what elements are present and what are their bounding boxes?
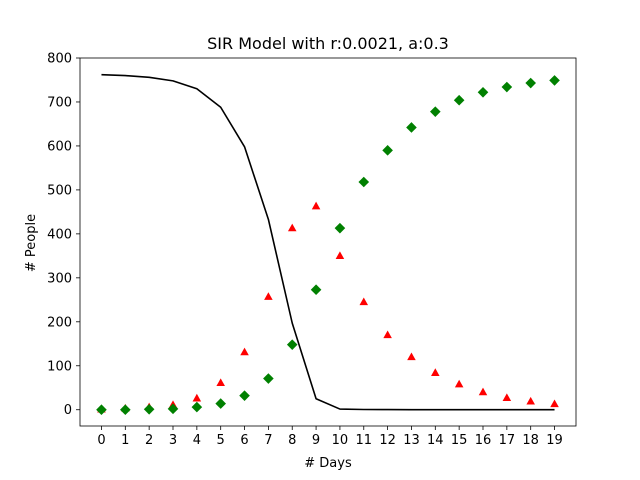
x-tick-label: 3 — [169, 433, 177, 448]
x-tick-label: 11 — [355, 433, 372, 448]
x-tick-label: 15 — [451, 433, 468, 448]
y-tick-label: 700 — [47, 95, 72, 110]
recovered-point — [430, 106, 441, 117]
y-tick-label: 300 — [47, 271, 72, 286]
recovered-point — [263, 373, 274, 384]
infected-point — [526, 396, 535, 405]
x-tick-label: 14 — [427, 433, 444, 448]
recovered-point — [406, 122, 417, 133]
y-tick-label: 600 — [47, 139, 72, 154]
x-tick-label: 7 — [264, 433, 272, 448]
infected-point — [478, 387, 488, 396]
recovered-point — [477, 86, 489, 98]
plot-frame — [79, 57, 577, 427]
infected-point — [431, 368, 440, 376]
y-axis-label: # People — [24, 214, 39, 272]
x-tick-label: 13 — [403, 433, 420, 448]
x-tick-label: 17 — [499, 433, 516, 448]
infected-point — [454, 379, 464, 388]
infected-point — [407, 352, 416, 361]
infected-point — [311, 201, 321, 210]
recovered-point — [96, 404, 107, 416]
y-tick-label: 200 — [47, 315, 72, 330]
x-tick-label: 6 — [240, 433, 248, 448]
y-tick-label: 100 — [47, 359, 72, 374]
recovered-point — [191, 401, 203, 413]
recovered-point — [167, 403, 179, 415]
recovered-point — [286, 339, 298, 350]
recovered-point — [453, 94, 465, 106]
x-tick-label: 9 — [312, 433, 320, 448]
plot-area: 0 1 2 3 4 5 6 7 8 9 10 11 12 13 14 15 16 17 18 190100200300… — [47, 52, 577, 448]
x-tick-label: 19 — [546, 433, 563, 448]
y-tick-label: 800 — [47, 52, 72, 67]
y-tick-label: 0 — [64, 403, 72, 418]
x-tick-label: 1 — [121, 433, 129, 448]
x-tick-label: 2 — [145, 433, 153, 448]
infected-point — [287, 223, 297, 232]
x-tick-label: 4 — [193, 433, 201, 448]
x-tick-label: 8 — [288, 433, 296, 448]
series-line-susceptible — [101, 73, 555, 411]
infected-point — [335, 251, 345, 259]
y-tick-label: 500 — [47, 183, 72, 198]
x-tick-label: 5 — [217, 433, 225, 448]
x-tick-label: 0 — [97, 433, 105, 448]
recovered-point — [310, 284, 322, 295]
recovered-point — [334, 222, 346, 234]
infected-point — [359, 297, 369, 306]
infected-point — [550, 399, 559, 408]
infected-point — [383, 330, 392, 339]
recovered-point — [382, 145, 393, 156]
infected-point — [240, 347, 249, 356]
recovered-point — [501, 81, 513, 93]
recovered-point — [239, 390, 250, 401]
recovered-point — [143, 403, 155, 415]
recovered-point — [358, 176, 370, 188]
recovered-point — [120, 404, 131, 416]
x-tick-label: 18 — [522, 433, 539, 448]
recovered-point — [549, 75, 560, 86]
y-tick-label: 400 — [47, 227, 72, 242]
infected-point — [216, 378, 225, 387]
x-axis-label: # Days — [304, 456, 352, 471]
x-tick-label: 12 — [379, 433, 396, 448]
x-tick-label: 10 — [332, 433, 349, 448]
chart-title: SIR Model with r:0.0021, a:0.3 — [207, 34, 449, 53]
infected-point — [264, 292, 273, 300]
infected-point — [502, 393, 512, 402]
recovered-point — [215, 398, 226, 409]
x-tick-label: 16 — [475, 433, 492, 448]
recovered-point — [525, 77, 536, 89]
infected-point — [192, 393, 202, 402]
